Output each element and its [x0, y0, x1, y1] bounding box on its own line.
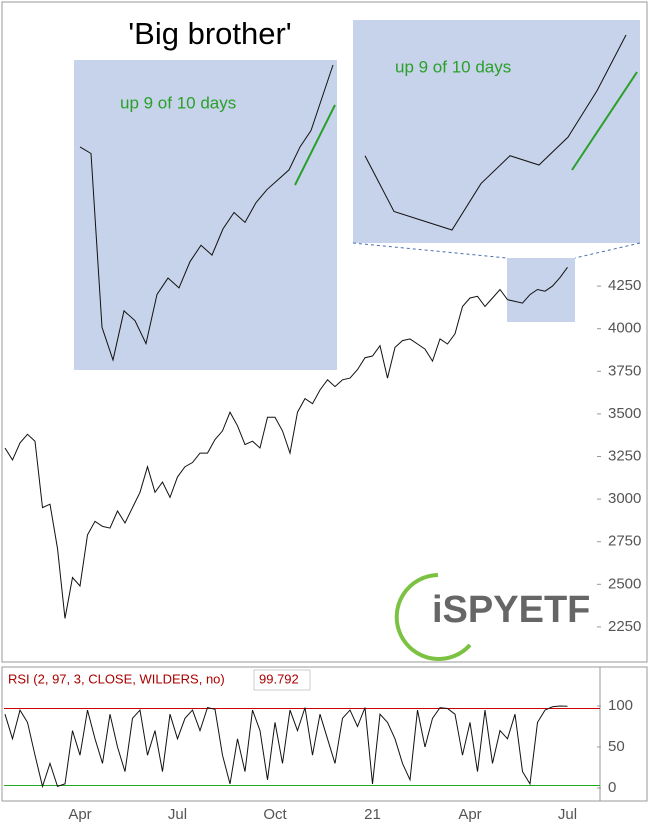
series-line	[4, 705, 568, 789]
annotation: up 9 of 10 days	[395, 57, 511, 76]
trend-line	[571, 71, 638, 171]
y-tick-label: 0	[608, 779, 616, 796]
y-tick-label: 2750	[608, 533, 641, 550]
inset-right	[353, 20, 640, 243]
value-box	[253, 669, 311, 691]
y-tick-label: 3750	[608, 362, 641, 379]
x-tick-label: Jul	[168, 806, 187, 823]
y-tick-label: 2500	[608, 575, 641, 592]
rsi-label: RSI (2, 97, 3, CLOSE, WILDERS, no)	[8, 671, 225, 686]
x-tick-label: Apr	[68, 806, 91, 823]
y-tick-label: 4000	[608, 320, 641, 337]
y-tick-label: 50	[608, 738, 625, 755]
chart-title: 'Big brother'	[128, 16, 291, 51]
inset-left	[74, 60, 337, 370]
y-tick-label: 4250	[608, 277, 641, 294]
x-tick-label: Oct	[263, 806, 287, 823]
x-tick-label: Apr	[458, 806, 481, 823]
trend-line	[294, 104, 336, 186]
rsi-frame	[1, 666, 648, 802]
y-tick-label: 3250	[608, 447, 641, 464]
rsi-value: 99.792	[259, 671, 299, 686]
y-tick-label: 100	[608, 697, 633, 714]
y-tick-label: 3500	[608, 405, 641, 422]
zoom-connector	[574, 242, 641, 259]
x-tick-label: 21	[364, 806, 381, 823]
series-line	[4, 267, 568, 619]
zoom-connector	[352, 242, 508, 259]
inset-line	[364, 34, 627, 231]
y-tick-label: 2250	[608, 618, 641, 635]
watermark: iSPYETF	[432, 589, 590, 631]
annotation: up 9 of 10 days	[120, 93, 236, 112]
inset-line	[79, 64, 334, 362]
logo-arc	[394, 573, 472, 661]
y-tick-label: 3000	[608, 490, 641, 507]
x-tick-label: Jul	[558, 806, 577, 823]
